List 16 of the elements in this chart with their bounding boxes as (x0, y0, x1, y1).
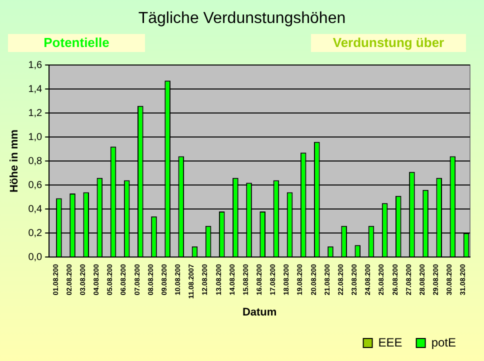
y-tick-label: 1,0 (28, 132, 43, 143)
legend-label: potE (431, 335, 456, 350)
y-tick-label: 0,8 (28, 156, 43, 167)
y-tick-label: 1,4 (28, 84, 43, 95)
y-tick-label: 1,2 (28, 108, 43, 119)
text: Verdunstung über (311, 34, 466, 52)
y-tick-label: 0,2 (28, 228, 43, 239)
text: Potentielle (8, 34, 145, 52)
legend-label: EEE (378, 335, 402, 350)
chart-title: Tägliche Verdunstungshöhen (137, 10, 347, 28)
y-tick-label: 1,6 (28, 60, 43, 71)
y-tick-label: 0,4 (28, 204, 43, 215)
y-axis-title: Höhe in mm (8, 129, 21, 193)
y-tick-label: 0,6 (28, 180, 43, 191)
y-tick-label: 0,0 (28, 252, 43, 263)
x-axis-title: Datum (242, 306, 277, 318)
